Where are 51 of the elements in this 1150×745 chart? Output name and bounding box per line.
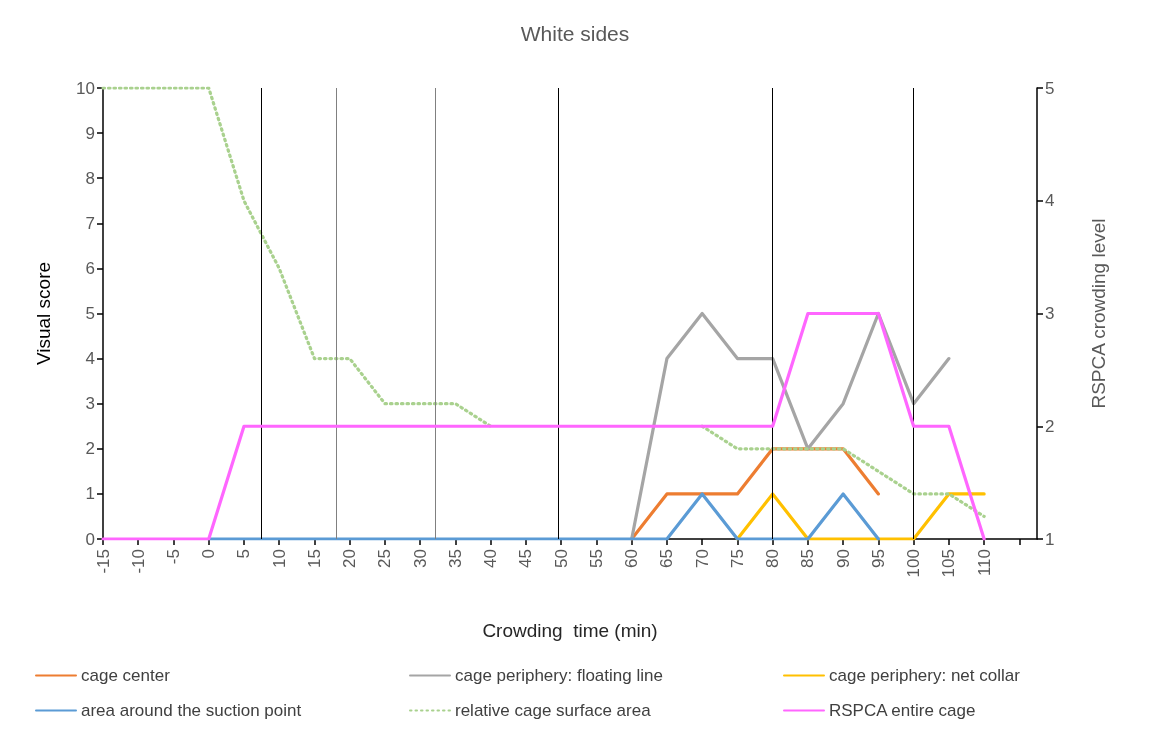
x-tick-label: 70 — [692, 549, 712, 568]
y2-tick-label: 5 — [1045, 78, 1055, 98]
y-tick-label: 4 — [85, 349, 95, 369]
x-tick-label: 80 — [763, 549, 783, 568]
x-tick-label: 95 — [868, 549, 888, 568]
y-tick-label: 3 — [85, 394, 95, 414]
x-tick-label: 60 — [622, 549, 642, 568]
y-tick-label: 7 — [85, 213, 95, 233]
y-tick-label: 1 — [85, 484, 95, 504]
y-axis-title: Visual score — [33, 261, 54, 366]
x-tick-label: 40 — [481, 549, 501, 568]
x-tick-label: 5 — [234, 549, 254, 559]
x-tick-label: 75 — [727, 549, 747, 568]
x-tick-label: 105 — [939, 549, 959, 578]
y2-axis-title: RSPCA crowding level — [1088, 218, 1109, 409]
x-tick-label: 85 — [798, 549, 818, 568]
legend-label: cage periphery: net collar — [829, 666, 1021, 685]
y-tick-label: 10 — [76, 78, 95, 98]
x-tick-label: -5 — [163, 549, 183, 565]
y-tick-label: 2 — [85, 439, 95, 459]
x-tick-label: 20 — [340, 549, 360, 568]
y-tick-label: 8 — [85, 168, 95, 188]
x-tick-label: 50 — [551, 549, 571, 568]
x-tick-label: 35 — [445, 549, 465, 568]
legend-label: cage periphery: floating line — [455, 666, 663, 685]
x-tick-label: 25 — [375, 549, 395, 568]
y2-tick-label: 2 — [1045, 416, 1055, 436]
x-tick-label: 30 — [410, 549, 430, 568]
x-tick-label: -15 — [93, 549, 113, 574]
x-tick-label: 100 — [904, 549, 924, 578]
x-tick-label: 110 — [974, 549, 994, 577]
x-tick-label: 55 — [586, 549, 606, 568]
x-axis-title: Crowding time (min) — [482, 620, 658, 641]
y2-tick-label: 4 — [1045, 191, 1055, 211]
x-tick-label: -10 — [128, 549, 148, 574]
x-tick-label: 90 — [833, 549, 853, 568]
chart-title: White sides — [520, 22, 630, 45]
legend-label: cage center — [81, 666, 171, 685]
y2-tick-label: 3 — [1045, 304, 1055, 323]
x-tick-label: 65 — [657, 549, 677, 568]
x-tick-label: 0 — [199, 549, 219, 559]
y-tick-label: 5 — [85, 304, 95, 323]
x-tick-label: 45 — [516, 549, 536, 568]
legend-label: RSPCA entire cage — [829, 701, 976, 720]
y-tick-label: 6 — [85, 258, 95, 278]
y2-tick-label: 1 — [1045, 529, 1055, 549]
x-tick-label: 15 — [304, 549, 324, 568]
y-tick-label: 9 — [85, 123, 95, 143]
x-tick-label: 10 — [269, 549, 289, 568]
legend-label: relative cage surface area — [455, 701, 652, 720]
legend-label: area around the suction point — [81, 701, 302, 720]
